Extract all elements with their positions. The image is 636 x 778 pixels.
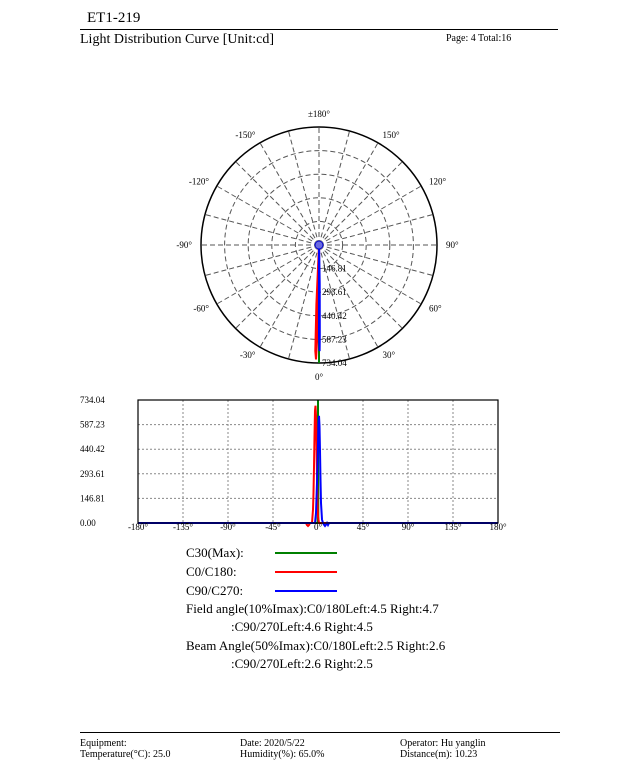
polar-ring-label: 440.42	[322, 311, 347, 321]
polar-spoke-165	[318, 130, 351, 246]
legend-swatch-c90	[275, 590, 337, 592]
line-series-1	[138, 405, 498, 528]
line-y-tick-label: 734.04	[80, 395, 105, 405]
polar-spoke-240	[216, 185, 320, 246]
polar-spoke-210	[259, 142, 320, 246]
line-x-tick-label: 0°	[314, 522, 323, 532]
beam-angle-c0: Beam Angle(50%Imax):C0/180Left:2.5 Right…	[186, 638, 446, 653]
line-y-tick-label: 440.42	[80, 444, 105, 454]
line-x-tick-label: 90°	[402, 522, 415, 532]
polar-angle-label: 0°	[315, 372, 324, 382]
line-x-tick-label: 180°	[489, 522, 507, 532]
polar-angle-label: 120°	[429, 177, 447, 187]
polar-spoke-345	[287, 244, 320, 360]
polar-spoke-150	[318, 142, 379, 246]
chart-subtitle: Light Distribution Curve [Unit:cd]	[80, 32, 275, 47]
line-x-tick-label: -180°	[128, 522, 148, 532]
field-angle-c90: :C90/270Left:4.6 Right:4.5	[231, 619, 373, 634]
footer-distance: Distance(m): 10.23	[400, 749, 478, 760]
legend-swatch-c0	[275, 571, 337, 573]
line-chart: 0.00 146.81 293.61 440.42 587.23 734.04 -180° -…	[80, 395, 507, 532]
polar-spoke-255	[204, 213, 320, 246]
polar-spoke-30	[318, 244, 379, 348]
polar-angle-label: -60°	[193, 304, 209, 314]
page-indicator: Page: 4 Total:16	[446, 33, 512, 44]
header-divider	[80, 29, 558, 30]
line-y-tick-label: 587.23	[80, 420, 105, 430]
line-y-tick-label: 146.81	[80, 493, 105, 503]
polar-spoke-225	[235, 161, 320, 246]
footer-operator: Operator: Hu yanglin	[400, 738, 486, 749]
polar-spoke-45	[318, 244, 403, 329]
footer-date: Date: 2020/5/22	[240, 738, 305, 749]
line-y-tick-label: 293.61	[80, 469, 105, 479]
polar-angle-label: ±180°	[308, 109, 330, 119]
polar-angle-label: 150°	[383, 130, 401, 140]
polar-series-2	[317, 244, 321, 352]
footer-equipment: Equipment:	[80, 738, 127, 749]
polar-center	[314, 240, 324, 250]
polar-spoke-60	[318, 244, 422, 305]
polar-ring-label: 146.81	[322, 264, 347, 274]
polar-angle-label: -120°	[189, 177, 209, 187]
legend-swatch-c30	[275, 552, 337, 554]
line-x-tick-label: -90°	[220, 522, 236, 532]
footer-temperature: Temperature(°C): 25.0	[80, 749, 171, 760]
beam-angle-c90: :C90/270Left:2.6 Right:2.5	[231, 656, 373, 671]
line-x-tick-label: -135°	[173, 522, 193, 532]
polar-angle-label: 90°	[446, 240, 459, 250]
polar-angle-label: 30°	[383, 350, 396, 360]
polar-ring-label: 587.23	[322, 334, 347, 344]
line-y-tick-label: 0.00	[80, 518, 96, 528]
footer-humidity: Humidity(%): 65.0%	[240, 749, 325, 760]
report-title: ET1-219	[87, 10, 141, 26]
polar-angle-label: 60°	[429, 304, 442, 314]
polar-spoke-315	[235, 244, 320, 329]
line-x-tick-label: -45°	[265, 522, 281, 532]
field-angle-c0: Field angle(10%Imax):C0/180Left:4.5 Righ…	[186, 601, 439, 616]
legend-label-c90: C90/C270:	[186, 583, 244, 598]
legend-label-c30: C30(Max):	[186, 545, 244, 560]
line-frame	[137, 399, 499, 524]
polar-angle-label: -150°	[235, 130, 255, 140]
footer-divider	[80, 732, 560, 733]
polar-spoke-105	[318, 213, 434, 246]
polar-chart: ±180° -150° 150° -120° 120° -90° 90° -60° 60° -30…	[176, 109, 459, 382]
polar-ring-label: 734.04	[322, 358, 347, 368]
polar-spoke-300	[216, 244, 320, 305]
polar-spoke-285	[204, 244, 320, 277]
polar-angle-label: -30°	[240, 350, 256, 360]
polar-ring-label: 293.61	[322, 287, 347, 297]
legend-label-c0: C0/C180:	[186, 564, 237, 579]
polar-angle-label: -90°	[176, 240, 192, 250]
line-x-tick-label: 45°	[357, 522, 370, 532]
polar-spoke-195	[287, 130, 320, 246]
polar-spoke-330	[259, 244, 320, 348]
polar-spoke-120	[318, 185, 422, 246]
polar-spoke-15	[318, 244, 351, 360]
polar-ring-2	[247, 173, 391, 317]
line-x-tick-label: 135°	[444, 522, 462, 532]
polar-spoke-135	[318, 161, 403, 246]
polar-spoke-75	[318, 244, 434, 277]
